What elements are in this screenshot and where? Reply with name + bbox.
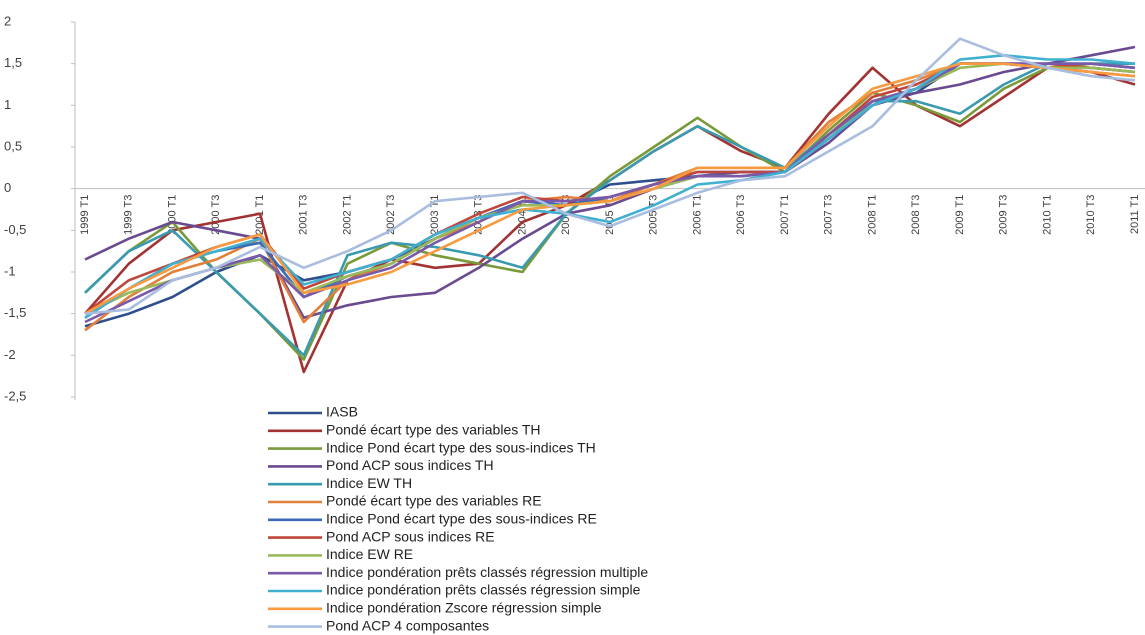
y-tick-label: -0,5	[4, 222, 26, 237]
x-tick-label: 2010 T1	[1041, 195, 1053, 235]
legend-label: Pond ACP sous indices RE	[326, 528, 495, 544]
y-tick-label: -2,5	[4, 388, 26, 403]
x-tick-label: 2002 T3	[385, 195, 397, 235]
legend-label: Pondé écart type des variables TH	[326, 422, 541, 438]
y-tick-label: 0,5	[4, 138, 22, 153]
x-tick-label: 2006 T1	[691, 195, 703, 235]
x-tick-label: 2002 T1	[341, 195, 353, 235]
legend-label: Pond ACP 4 composantes	[326, 617, 489, 633]
legend-label: IASB	[326, 404, 358, 420]
x-tick-label: 2005 T3	[648, 195, 660, 235]
legend-label: Indice pondération prêts classés régress…	[326, 564, 648, 580]
legend-label: Indice EW RE	[326, 546, 413, 562]
legend-label: Pond ACP sous indices TH	[326, 457, 494, 473]
series-line	[84, 62, 1136, 315]
y-tick-label: 0	[4, 180, 11, 195]
x-tick-label: 2009 T1	[954, 195, 966, 235]
series-line	[84, 37, 1136, 315]
x-tick-label: 2011 T1	[1129, 195, 1141, 234]
x-tick-label: 2001 T3	[298, 195, 310, 235]
legend-label: Indice pondération Zscore régression sim…	[326, 600, 602, 616]
x-tick-label: 1999 T1	[79, 195, 91, 235]
x-tick-label: 2000 T3	[210, 195, 222, 235]
series-line	[84, 54, 1136, 319]
x-tick-label: 2008 T3	[910, 195, 922, 235]
x-tick-label: 2006 T3	[735, 195, 747, 235]
x-tick-label: 2010 T3	[1085, 195, 1097, 235]
series-line	[84, 62, 1135, 357]
x-tick-label: 2007 T1	[779, 195, 791, 235]
y-tick-label: 2	[4, 13, 11, 28]
legend-label: Indice Pond écart type des sous-indices …	[326, 439, 596, 455]
legend-label: Indice Pond écart type des sous-indices …	[326, 511, 597, 527]
x-tick-label: 2008 T1	[866, 195, 878, 235]
x-tick-label: 1999 T3	[123, 195, 135, 235]
legend-label: Indice pondération prêts classés régress…	[326, 582, 641, 598]
y-tick-label: 1	[4, 97, 11, 112]
legend-label: Pondé écart type des variables RE	[326, 493, 542, 509]
y-tick-label: -1,5	[4, 305, 26, 320]
y-tick-label: 1,5	[4, 55, 22, 70]
x-tick-label: 2009 T3	[998, 195, 1010, 235]
y-tick-label: -1	[4, 263, 16, 278]
legend-label: Indice EW TH	[326, 475, 412, 491]
series-line	[84, 45, 1136, 320]
y-tick-label: -2	[4, 347, 16, 362]
x-tick-label: 2007 T3	[823, 195, 835, 235]
